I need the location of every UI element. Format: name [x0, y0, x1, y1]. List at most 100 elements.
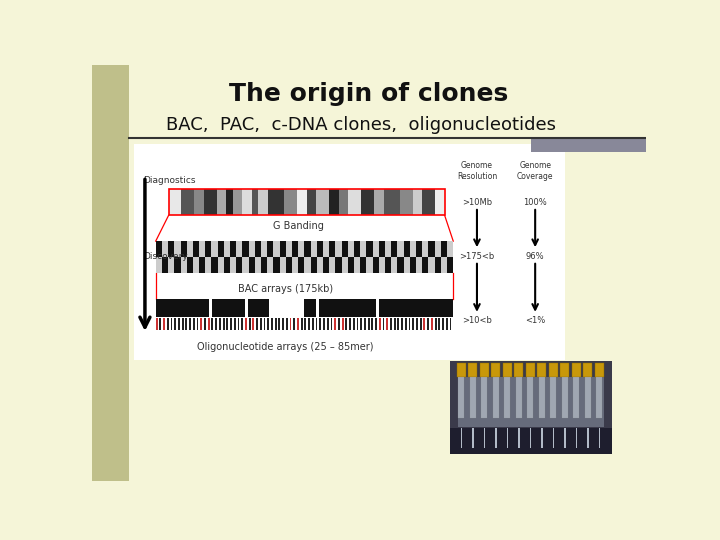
- Bar: [320, 299, 376, 316]
- Bar: [450, 428, 611, 454]
- Bar: [194, 190, 204, 215]
- Bar: [323, 257, 329, 273]
- Bar: [230, 257, 236, 273]
- Bar: [197, 318, 199, 330]
- Bar: [230, 318, 232, 330]
- Bar: [297, 190, 307, 215]
- Bar: [260, 318, 261, 330]
- Bar: [400, 190, 413, 215]
- Bar: [219, 318, 221, 330]
- Bar: [171, 318, 173, 330]
- Bar: [598, 428, 600, 448]
- Bar: [298, 241, 305, 257]
- Bar: [255, 257, 261, 273]
- Text: Discovery: Discovery: [143, 252, 187, 261]
- Bar: [360, 241, 366, 257]
- Bar: [422, 241, 428, 257]
- Bar: [205, 241, 212, 257]
- Bar: [353, 318, 355, 330]
- Bar: [405, 318, 407, 330]
- Bar: [382, 318, 384, 330]
- Bar: [492, 377, 499, 418]
- Bar: [575, 428, 577, 448]
- Bar: [238, 318, 239, 330]
- Bar: [441, 257, 447, 273]
- Bar: [459, 377, 464, 418]
- Bar: [248, 299, 269, 316]
- Bar: [286, 318, 288, 330]
- Bar: [435, 318, 436, 330]
- Bar: [373, 241, 379, 257]
- Bar: [349, 318, 351, 330]
- Bar: [323, 318, 325, 330]
- Bar: [504, 377, 510, 418]
- Bar: [422, 190, 435, 215]
- Bar: [472, 428, 474, 448]
- Bar: [186, 257, 193, 273]
- Text: 96%: 96%: [526, 252, 544, 261]
- Bar: [274, 241, 279, 257]
- Bar: [514, 363, 523, 377]
- Bar: [168, 241, 174, 257]
- Bar: [366, 241, 373, 257]
- Bar: [327, 318, 328, 330]
- Bar: [271, 318, 273, 330]
- Bar: [261, 257, 267, 273]
- Bar: [560, 363, 570, 377]
- Bar: [286, 241, 292, 257]
- Bar: [243, 190, 252, 215]
- Bar: [334, 318, 336, 330]
- Bar: [162, 241, 168, 257]
- Bar: [384, 190, 400, 215]
- Bar: [212, 299, 245, 316]
- Bar: [253, 318, 254, 330]
- Bar: [356, 318, 359, 330]
- Bar: [284, 190, 297, 215]
- Bar: [224, 241, 230, 257]
- Bar: [468, 363, 477, 377]
- Bar: [404, 257, 410, 273]
- Bar: [435, 190, 445, 215]
- Bar: [178, 318, 180, 330]
- Bar: [181, 241, 186, 257]
- Bar: [226, 318, 228, 330]
- Bar: [364, 318, 366, 330]
- Bar: [481, 377, 487, 418]
- Bar: [298, 257, 305, 273]
- Bar: [348, 257, 354, 273]
- Bar: [193, 257, 199, 273]
- Bar: [385, 241, 391, 257]
- Bar: [373, 257, 379, 273]
- Bar: [301, 318, 302, 330]
- Bar: [267, 257, 274, 273]
- Bar: [562, 377, 568, 418]
- Text: G Banding: G Banding: [273, 221, 323, 231]
- Bar: [541, 428, 543, 448]
- Bar: [336, 257, 342, 273]
- Bar: [391, 257, 397, 273]
- Bar: [480, 363, 489, 377]
- Bar: [305, 241, 310, 257]
- Text: Oligonucleotide arrays (25 – 85mer): Oligonucleotide arrays (25 – 85mer): [197, 342, 373, 352]
- Bar: [379, 299, 453, 316]
- Bar: [205, 257, 212, 273]
- Bar: [252, 190, 258, 215]
- Text: BAC arrays (175kb): BAC arrays (175kb): [238, 284, 333, 294]
- Bar: [360, 318, 362, 330]
- Bar: [550, 377, 557, 418]
- Bar: [234, 318, 235, 330]
- Bar: [92, 65, 129, 481]
- Bar: [156, 241, 162, 257]
- Text: >10<b: >10<b: [462, 316, 492, 326]
- Bar: [457, 377, 604, 428]
- Bar: [181, 318, 184, 330]
- Bar: [361, 190, 374, 215]
- Bar: [292, 241, 298, 257]
- Bar: [267, 241, 274, 257]
- Bar: [282, 318, 284, 330]
- Bar: [293, 318, 295, 330]
- Bar: [552, 428, 554, 448]
- Bar: [503, 363, 512, 377]
- Bar: [573, 377, 580, 418]
- Bar: [204, 318, 206, 330]
